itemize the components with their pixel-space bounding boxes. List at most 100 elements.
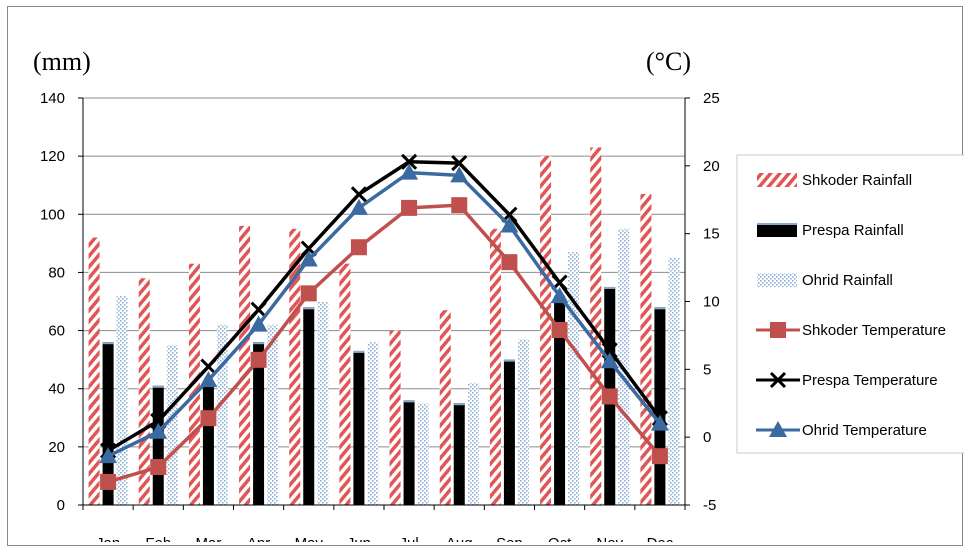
bar-shkoder-rainfall	[289, 228, 301, 506]
point-shkoder-temperature	[250, 351, 267, 368]
x-stroke	[401, 153, 418, 170]
axes: 0 20 40 60 80 100 120 140 -5 0 5 10 15 20 25 Jan Feb Mar A…	[40, 90, 720, 542]
line-series	[99, 153, 669, 490]
right-tick-label: 10	[703, 294, 720, 311]
legend-label-ohrid-rainfall: Ohrid Rainfall	[802, 272, 893, 289]
bar-ohrid-rainfall	[517, 339, 529, 505]
legend-box	[736, 154, 964, 454]
bar-shkoder-rainfall	[339, 263, 351, 505]
left-tick-label: 0	[57, 497, 65, 514]
legend-label-shkoder-rainfall: Shkoder Rainfall	[802, 172, 912, 189]
legend: Shkoder Rainfall Prespa Rainfall Ohrid Rai…	[736, 154, 964, 454]
point-ohrid-temperature	[500, 216, 519, 233]
bar-ohrid-rainfall	[568, 252, 580, 505]
bar-shkoder-rainfall	[489, 228, 501, 506]
bar-top-highlight	[503, 359, 515, 362]
line-shkoder-temperature	[107, 203, 662, 484]
left-axis-unit-label: (mm)	[33, 47, 91, 76]
line-ohrid-temperature	[107, 170, 662, 458]
point-ohrid-temperature	[650, 414, 669, 431]
bar-top-highlight	[453, 403, 465, 406]
bar-shkoder-rainfall	[389, 330, 401, 505]
bar-shkoder-rainfall	[540, 156, 552, 505]
bar-shkoder-rainfall	[640, 193, 652, 505]
x-stroke	[150, 412, 167, 429]
bar-shkoder-rainfall	[188, 263, 200, 505]
x-stroke	[451, 155, 468, 172]
bar-prespa-rainfall	[202, 382, 214, 505]
point-prespa-temperature	[401, 153, 418, 170]
bar-top-highlight	[102, 342, 114, 345]
left-tick-label: 120	[40, 148, 65, 165]
bar-prespa-rainfall	[654, 307, 666, 505]
x-tick-label: Oct	[548, 535, 572, 542]
bar-shkoder-rainfall	[439, 310, 451, 505]
point-ohrid-temperature	[249, 315, 268, 332]
left-tick-label: 80	[48, 264, 65, 281]
bar-ohrid-rainfall	[668, 257, 680, 505]
right-tick-label: 20	[703, 158, 720, 175]
right-axis-unit-label: (°C)	[646, 47, 691, 76]
point-shkoder-temperature	[200, 410, 217, 427]
bar-ohrid-rainfall	[367, 342, 379, 505]
bar-top-highlight	[303, 307, 315, 310]
bar-top-highlight	[152, 385, 164, 388]
x-tick-label: Sep	[496, 535, 523, 542]
x-tick-label: Aug	[446, 535, 473, 542]
legend-label-prespa-temperature: Prespa Temperature	[802, 372, 938, 389]
right-tick-label: 5	[703, 361, 711, 378]
point-ohrid-temperature	[600, 352, 619, 369]
bar-prespa-rainfall	[353, 350, 365, 505]
line-prespa-temperature	[107, 160, 662, 453]
x-tick-label: Apr	[247, 535, 270, 542]
right-tick-label: 0	[703, 429, 711, 446]
x-stroke	[250, 301, 267, 318]
legend-swatch-shkoder-rainfall	[757, 173, 797, 187]
legend-label-shkoder-temperature: Shkoder Temperature	[802, 322, 946, 339]
point-shkoder-temperature	[100, 473, 117, 490]
point-shkoder-temperature	[651, 448, 668, 465]
bar-ohrid-rainfall	[216, 324, 228, 505]
x-stroke	[200, 358, 217, 375]
point-prespa-temperature	[350, 186, 367, 203]
bar-shkoder-rainfall	[138, 278, 150, 505]
point-ohrid-temperature	[199, 371, 218, 388]
x-stroke	[769, 371, 787, 389]
right-tick-label: 25	[703, 90, 720, 107]
left-tick-label: 40	[48, 381, 65, 398]
legend-swatch-highlight	[757, 223, 797, 225]
bar-prespa-rainfall	[554, 295, 566, 505]
point-ohrid-temperature	[450, 166, 469, 183]
bar-prespa-rainfall	[503, 359, 515, 505]
x-tick-label: Nov	[596, 535, 623, 542]
point-shkoder-temperature	[350, 239, 367, 256]
bar-ohrid-rainfall	[166, 345, 178, 505]
legend-label-ohrid-temperature: Ohrid Temperature	[802, 422, 927, 439]
right-tick-label: 15	[703, 226, 720, 243]
x-tick-label: Jun	[347, 535, 371, 542]
bar-prespa-rainfall	[102, 342, 114, 505]
legend-marker-prespa-temperature	[769, 371, 787, 389]
legend-label-prespa-rainfall: Prespa Rainfall	[802, 222, 904, 239]
bar-shkoder-rainfall	[590, 147, 602, 505]
point-prespa-temperature	[451, 155, 468, 172]
x-tick-label: May	[295, 535, 324, 542]
bar-shkoder-rainfall	[239, 225, 251, 505]
bar-top-highlight	[403, 400, 415, 403]
point-shkoder-temperature	[601, 388, 618, 405]
legend-swatch-ohrid-rainfall	[757, 273, 797, 287]
bar-top-highlight	[353, 350, 365, 353]
bar-prespa-rainfall	[403, 400, 415, 505]
bar-prespa-rainfall	[303, 307, 315, 505]
x-tick-label: Jul	[399, 535, 418, 542]
left-tick-label: 60	[48, 323, 65, 340]
bar-prespa-rainfall	[152, 385, 164, 505]
point-ohrid-temperature	[349, 198, 368, 215]
bar-ohrid-rainfall	[267, 324, 279, 505]
bar-ohrid-rainfall	[467, 382, 479, 505]
point-shkoder-temperature	[451, 197, 468, 214]
bar-top-highlight	[654, 307, 666, 310]
bar-top-highlight	[604, 286, 616, 289]
x-stroke	[350, 186, 367, 203]
